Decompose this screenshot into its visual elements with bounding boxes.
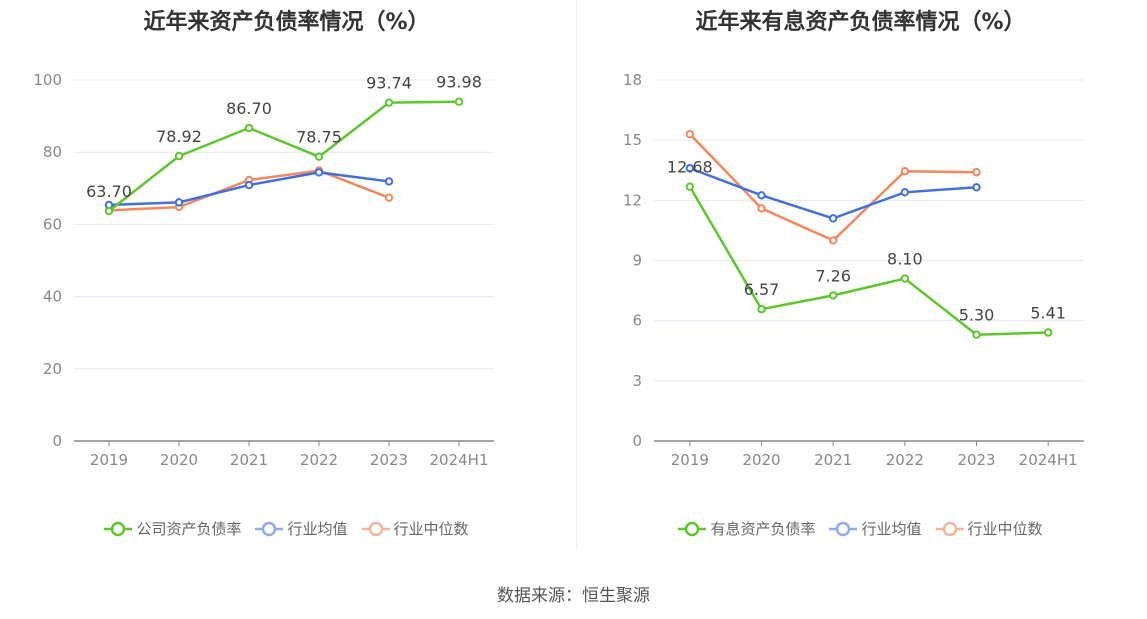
data-point: [384, 177, 394, 186]
legend-swatch-icon: [255, 521, 284, 536]
data-point: [900, 188, 910, 197]
data-label: 93.74: [366, 74, 412, 93]
x-tick-label: 2024H1: [1019, 451, 1078, 469]
chart-panel-debt-ratio: 近年来资产负债率情况（%） 0 20 40 60 80 100 2019 2020 2021 20…: [0, 0, 573, 560]
data-point: [384, 98, 394, 107]
series-line: [689, 167, 977, 220]
data-label: 78.75: [296, 128, 342, 147]
data-point: [685, 182, 695, 191]
data-label: 93.98: [436, 73, 482, 92]
data-point: [972, 330, 981, 339]
line-chart-debt-ratio: 0 20 40 60 80 100 2019 2020 2021 2022 2023 2024H1 63…: [33, 71, 494, 469]
x-tick-label: 2024H1: [430, 451, 489, 469]
line-chart-interest-debt-ratio: 0 3 6 9 12 15 18 2019 2020 2021 2022 2023 2024H1 12.6…: [623, 71, 1084, 469]
legend-item-company[interactable]: 公司资产负债率: [104, 518, 241, 539]
data-point: [757, 191, 766, 200]
legend-item-industry-avg[interactable]: 行业均值: [255, 518, 348, 539]
data-label: 63.70: [86, 182, 132, 201]
data-point: [757, 204, 766, 213]
legend-item-industry-median[interactable]: 行业中位数: [361, 518, 469, 539]
data-point: [384, 193, 394, 202]
data-label: 5.30: [959, 306, 995, 325]
panel-divider: [576, 0, 577, 550]
y-tick-label: 9: [632, 252, 642, 270]
x-tick-label: 2021: [230, 451, 268, 469]
y-tick-label: 15: [623, 131, 642, 149]
legend-label: 行业中位数: [393, 520, 469, 538]
legend-swatch-icon: [829, 521, 858, 536]
series-line: [688, 186, 1049, 336]
x-tick-label: 2023: [370, 451, 408, 469]
x-tick-label: 2021: [814, 451, 852, 469]
data-label: 86.70: [226, 99, 272, 118]
data-point: [685, 164, 695, 173]
chart-title: 近年来有息资产负债率情况（%）: [695, 10, 1026, 35]
series-line: [688, 133, 977, 242]
x-tick-label: 2020: [160, 451, 198, 469]
x-tick-label: 2023: [957, 451, 995, 469]
legend-label: 行业均值: [287, 520, 348, 538]
data-point: [900, 167, 910, 176]
legend-swatch-icon: [104, 521, 133, 536]
data-label: 7.26: [815, 266, 851, 285]
chart-title: 近年来资产负债率情况（%）: [143, 10, 430, 35]
legend-item-industry-median[interactable]: 行业中位数: [935, 518, 1043, 539]
legend-swatch-icon: [678, 521, 707, 536]
data-point: [454, 97, 464, 106]
legend-swatch-icon: [361, 521, 390, 536]
x-tick-label: 2020: [742, 451, 780, 469]
y-tick-label: 60: [43, 215, 62, 233]
legend-item-industry-avg[interactable]: 行业均值: [829, 518, 922, 539]
legend-label: 行业中位数: [967, 520, 1043, 538]
data-point: [174, 198, 184, 207]
data-label: 12.68: [667, 158, 713, 177]
data-point: [685, 129, 695, 139]
data-label: 6.57: [744, 280, 780, 299]
series-line: [108, 100, 460, 213]
data-point: [314, 168, 324, 177]
data-point: [972, 183, 981, 192]
legend: 公司资产负债率 行业均值 行业中位数: [0, 518, 573, 539]
data-point: [828, 291, 838, 300]
chart-panel-interest-debt-ratio: 近年来有息资产负债率情况（%） 0 3 6 9 12 15 18 2019 2020 2021 20…: [574, 0, 1147, 560]
data-label: 5.41: [1030, 303, 1066, 322]
legend-label: 有息资产负债率: [710, 520, 816, 538]
data-source-note: 数据来源：恒生聚源: [497, 586, 650, 606]
legend-item-company[interactable]: 有息资产负债率: [678, 518, 815, 539]
data-point: [244, 180, 254, 190]
y-tick-label: 18: [623, 71, 642, 89]
data-point: [1043, 328, 1053, 337]
y-tick-label: 80: [43, 143, 62, 161]
y-tick-label: 40: [43, 288, 62, 306]
x-tick-label: 2019: [671, 451, 709, 469]
data-point: [314, 152, 324, 161]
y-tick-label: 100: [33, 71, 62, 89]
y-tick-label: 6: [632, 312, 642, 330]
data-label: 78.92: [156, 127, 202, 146]
y-tick-label: 12: [623, 191, 642, 209]
y-tick-label: 0: [52, 432, 62, 450]
x-tick-label: 2022: [886, 451, 924, 469]
legend-swatch-icon: [935, 521, 964, 536]
y-tick-label: 20: [43, 360, 62, 378]
legend: 有息资产负债率 行业均值 行业中位数: [574, 518, 1147, 539]
x-tick-label: 2022: [300, 451, 338, 469]
data-point: [828, 214, 838, 223]
legend-label: 行业均值: [861, 520, 922, 538]
data-point: [104, 206, 114, 216]
x-tick-label: 2019: [90, 451, 128, 469]
data-label: 8.10: [887, 250, 923, 269]
data-point: [828, 236, 838, 245]
data-point: [244, 123, 254, 133]
legend-label: 公司资产负债率: [136, 520, 242, 538]
data-point: [900, 274, 910, 283]
y-tick-label: 3: [632, 372, 642, 390]
data-point: [757, 305, 766, 314]
data-point: [174, 151, 184, 161]
data-point: [972, 168, 981, 177]
y-tick-label: 0: [632, 432, 642, 450]
